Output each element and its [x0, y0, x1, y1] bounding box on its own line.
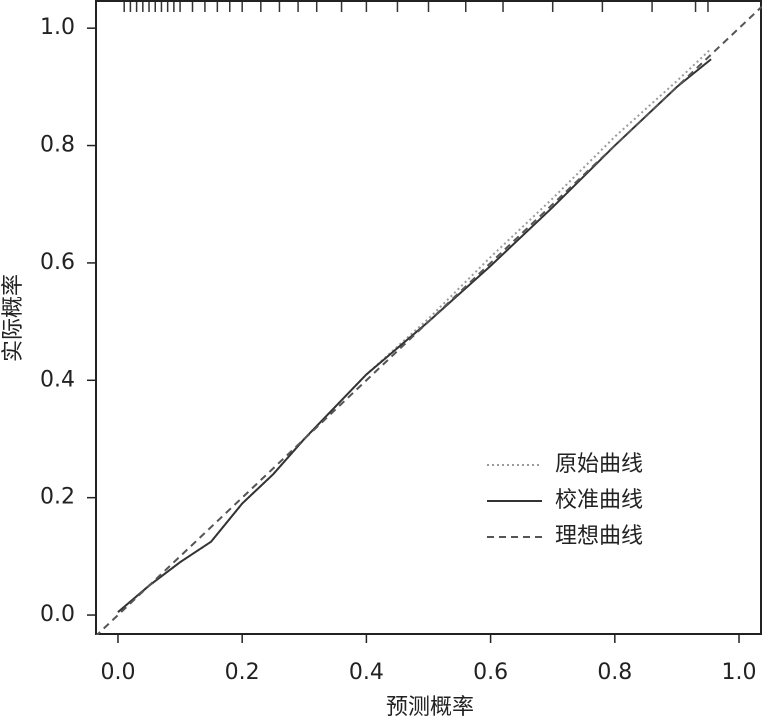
x-tick-label: 1.0: [722, 660, 757, 685]
plot-frame: [95, 0, 762, 635]
y-axis-label: 实际概率: [1, 274, 26, 362]
legend-label: 校准曲线: [555, 488, 643, 513]
series-line: [95, 5, 762, 635]
x-tick-label: 0.8: [597, 660, 632, 685]
y-tick-label: 0.8: [40, 133, 75, 158]
x-tick-label: 0.6: [473, 660, 508, 685]
y-tick-label: 0.2: [40, 485, 75, 510]
x-tick-label: 0.2: [225, 660, 260, 685]
y-tick-label: 0.4: [40, 367, 75, 392]
legend-label: 原始曲线: [555, 452, 643, 477]
x-tick-label: 0.4: [349, 660, 384, 685]
y-tick-label: 0.6: [40, 250, 75, 275]
y-tick-label: 0.0: [40, 602, 75, 627]
legend-label: 理想曲线: [555, 524, 643, 549]
x-tick-label: 0.0: [100, 660, 135, 685]
x-axis-label: 预测概率: [386, 695, 474, 720]
plot-area: [95, 2, 762, 635]
y-tick-label: 1.0: [40, 15, 75, 40]
